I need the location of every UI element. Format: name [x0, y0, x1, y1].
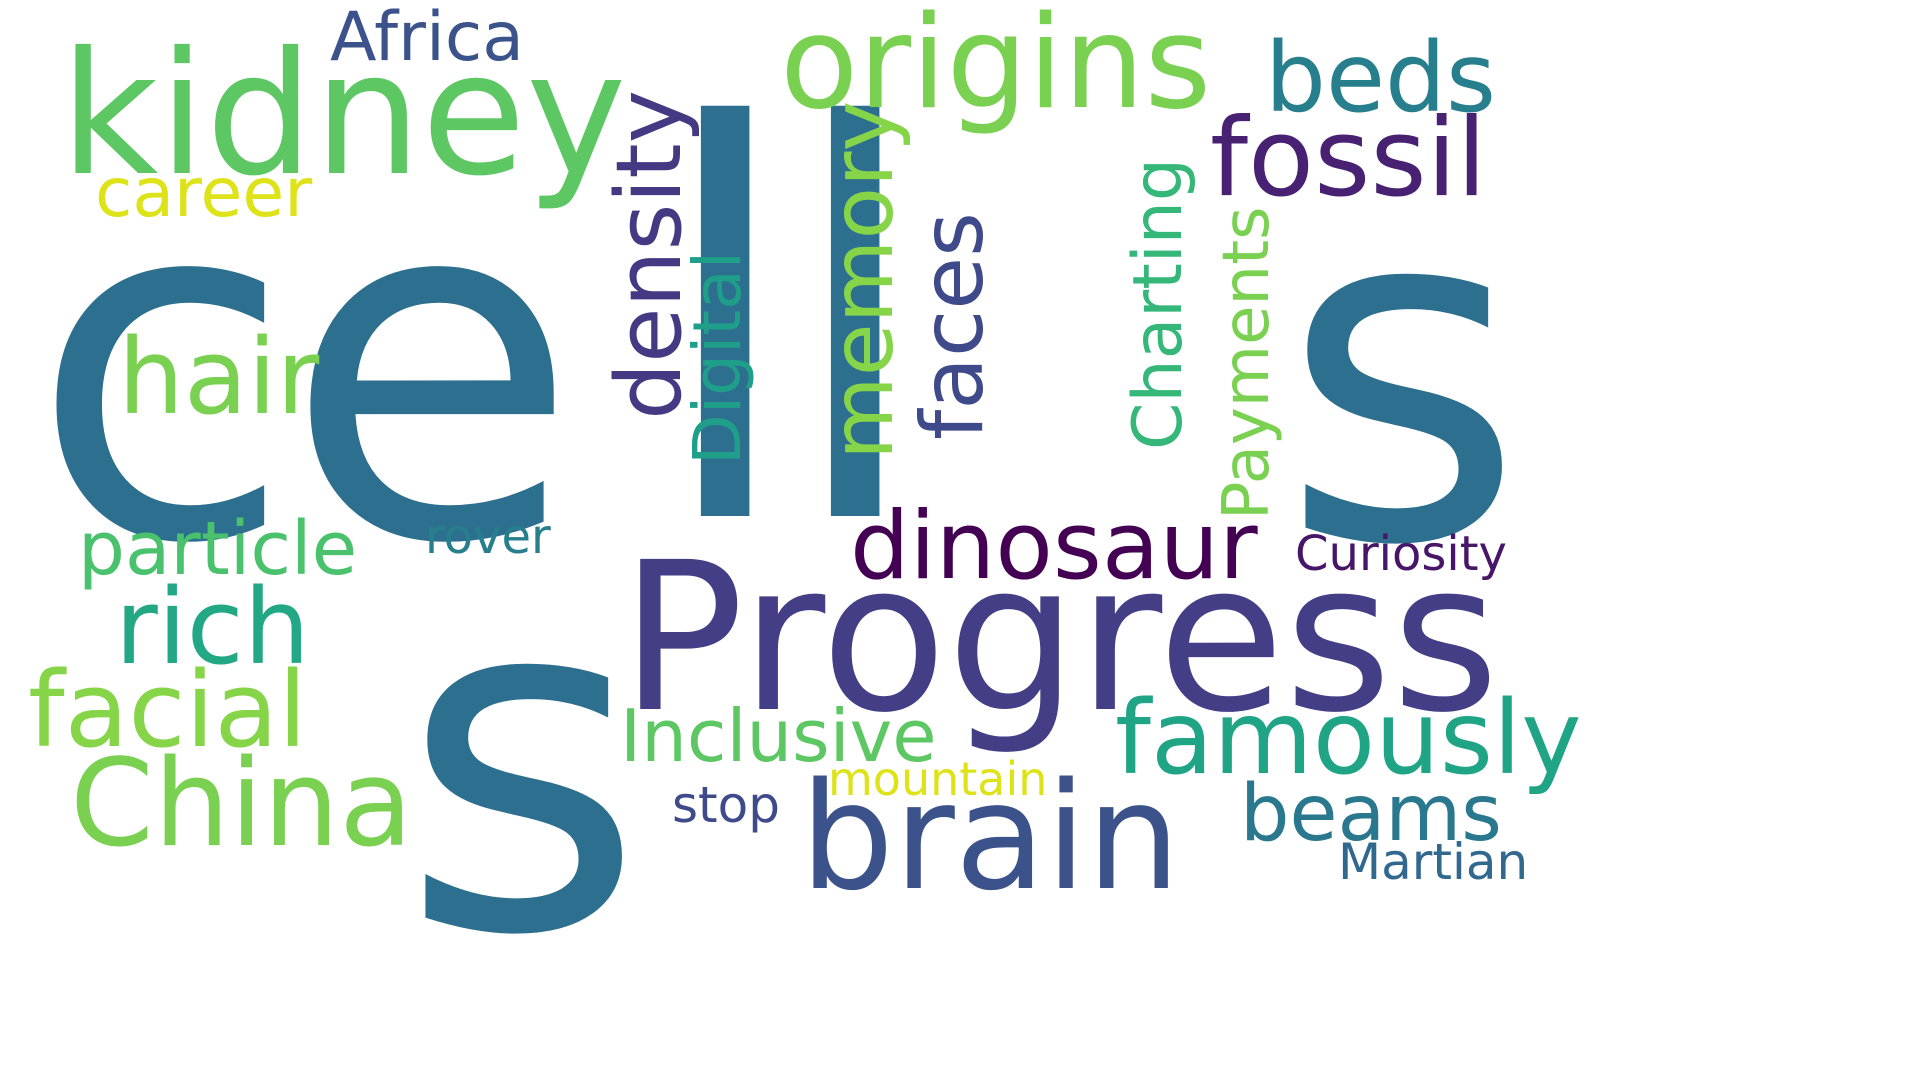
word-career: career: [95, 154, 313, 233]
word-payments: Payments: [1210, 206, 1284, 520]
word-beds: beds: [1265, 22, 1496, 134]
word-curiosity: Curiosity: [1295, 526, 1507, 582]
word-fossil: fossil: [1210, 96, 1487, 221]
word-memory: memory: [813, 100, 913, 460]
word-charting: Charting: [1119, 157, 1198, 450]
word-progress: Progress: [620, 518, 1500, 758]
word-famously: famously: [1115, 679, 1582, 798]
word-faces: faces: [903, 212, 1003, 440]
word-africa: Africa: [330, 0, 524, 77]
word-digital: Digital: [679, 250, 756, 465]
word-s: s: [400, 491, 645, 1038]
word-dinosaur: dinosaur: [850, 492, 1258, 601]
word-origins: origins: [780, 0, 1212, 138]
word-facial: facial: [28, 649, 308, 771]
word-beams: beams: [1240, 769, 1502, 859]
word-mountain: mountain: [828, 752, 1048, 806]
word-rich: rich: [115, 566, 310, 688]
word-hair: hair: [118, 316, 320, 438]
word-kidney: kidney: [60, 16, 627, 214]
word-stop: stop: [672, 776, 780, 834]
word-cells-ce: ce: [30, 90, 579, 649]
word-china: China: [70, 735, 413, 874]
word-rover: rover: [425, 509, 551, 565]
word-martian: Martian: [1338, 833, 1529, 891]
word-particle: particle: [78, 506, 358, 592]
word-cells-ll: ll: [650, 16, 930, 644]
word-brain: brain: [800, 751, 1181, 923]
word-cells-s: s: [1280, 101, 1525, 648]
word-inclusive: Inclusive: [620, 694, 937, 778]
